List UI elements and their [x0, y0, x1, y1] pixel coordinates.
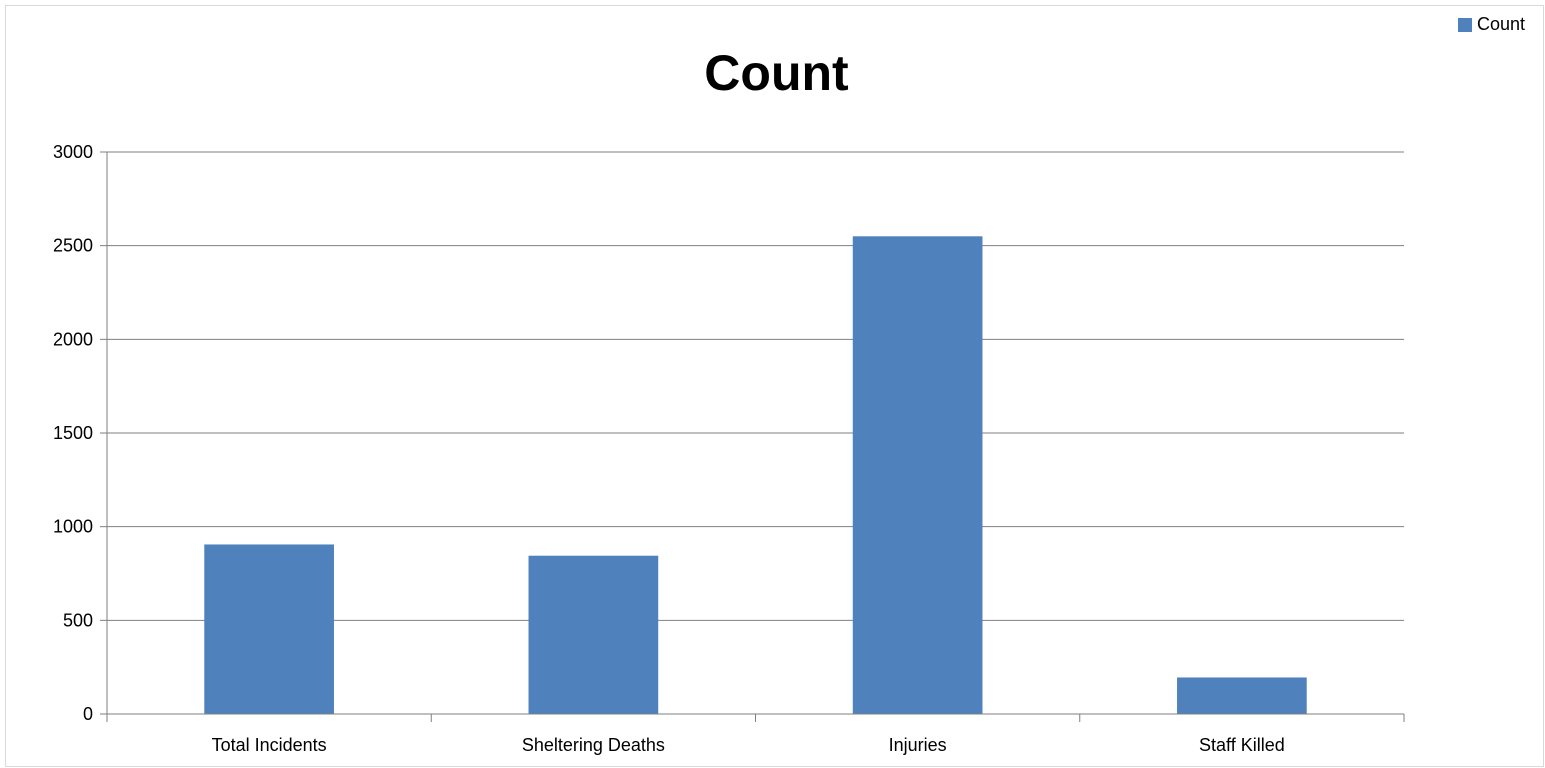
chart-title: Count [704, 45, 849, 101]
y-tick-labels: 0 500 1000 1500 2000 2500 3000 [53, 142, 93, 724]
bars [204, 236, 1307, 715]
y-tick-label: 0 [83, 704, 93, 724]
x-tick-label: Injuries [889, 735, 947, 755]
y-tick-label: 500 [63, 610, 93, 630]
y-tick-label: 1500 [53, 423, 93, 443]
legend: Count [1458, 14, 1525, 35]
x-tick-label: Sheltering Deaths [522, 735, 665, 755]
x-tick-labels: Total Incidents Sheltering Deaths Injuries… [212, 735, 1285, 755]
y-tick-label: 2000 [53, 329, 93, 349]
x-tick-label: Total Incidents [212, 735, 327, 755]
axes [100, 151, 1405, 722]
bar-staff-killed [1177, 677, 1307, 714]
legend-label: Count [1477, 14, 1526, 34]
y-tick-label: 1000 [53, 517, 93, 537]
bar-sheltering-deaths [528, 555, 659, 714]
bar-injuries [852, 236, 983, 715]
x-tick-label: Staff Killed [1199, 735, 1285, 755]
y-tick-label: 2500 [53, 236, 93, 256]
y-tick-label: 3000 [53, 142, 93, 162]
bar-total-incidents [204, 544, 334, 714]
legend-swatch [1458, 17, 1472, 32]
gridlines [107, 151, 1404, 621]
